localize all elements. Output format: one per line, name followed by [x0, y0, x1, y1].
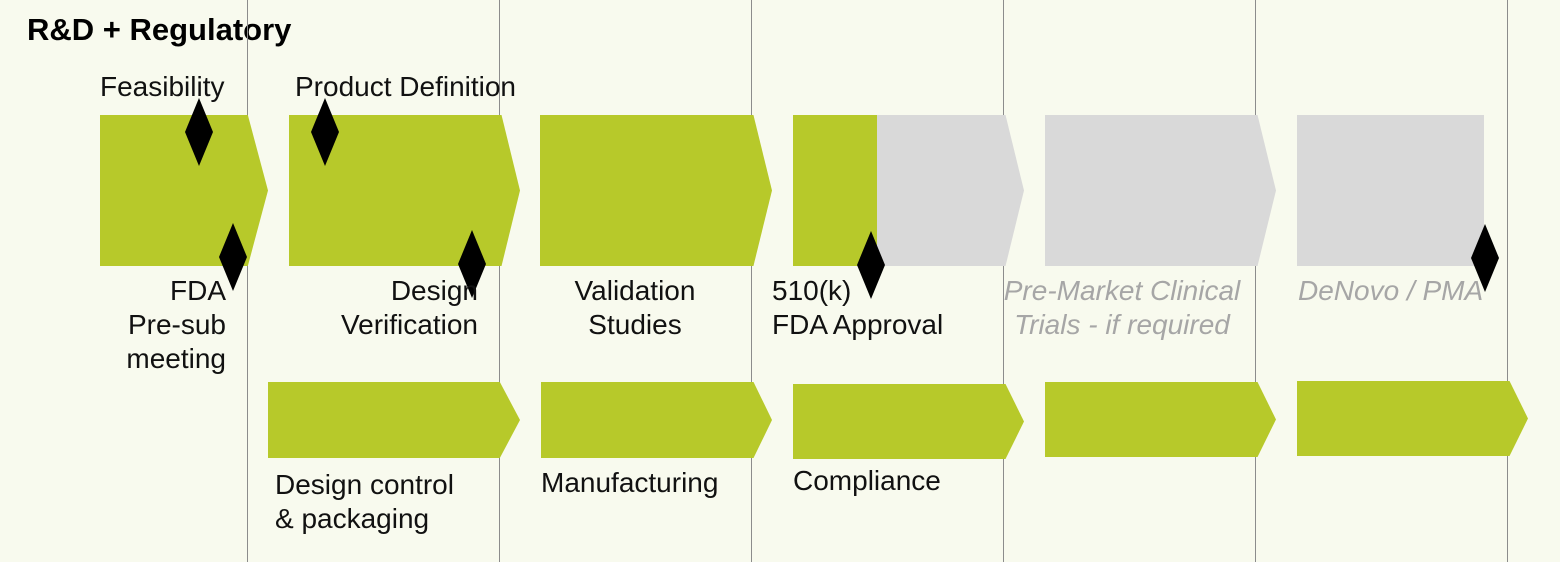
- label-product-definition: Product Definition: [295, 71, 517, 102]
- label-manufacturing: Manufacturing: [541, 467, 719, 498]
- label-premarket-trials: Pre-Market Clinical Trials - if required: [1003, 275, 1241, 340]
- label-design-control: Design control & packaging: [275, 469, 454, 534]
- track-arrow-design-control: [268, 382, 520, 458]
- phase-arrow-premarket-trials: [1045, 115, 1276, 266]
- label-fda-approval: 510(k) FDA Approval: [772, 275, 944, 340]
- label-validation-studies: Validation Studies: [574, 275, 696, 340]
- track-arrow-compliance: [793, 384, 1024, 459]
- track-arrow-trials: [1045, 382, 1276, 457]
- label-denovo-pma: DeNovo / PMA: [1298, 275, 1484, 306]
- diagram-title: R&D + Regulatory: [27, 12, 292, 47]
- label-feasibility: Feasibility: [100, 71, 225, 102]
- label-design-verification: Design Verification: [341, 275, 478, 340]
- label-compliance: Compliance: [793, 465, 941, 496]
- column-divider: [751, 0, 752, 562]
- column-divider: [1255, 0, 1256, 562]
- column-divider: [1003, 0, 1004, 562]
- track-arrow-denovo: [1297, 381, 1528, 456]
- label-fda-presub: FDA Pre-sub meeting: [126, 275, 226, 374]
- phase-arrow-validation: [540, 115, 772, 266]
- track-arrow-manufacturing: [541, 382, 772, 458]
- phase-box-denovo-pma: [1297, 115, 1484, 266]
- phase-progress-fda-approval: [793, 115, 877, 266]
- phase-arrow-feasibility: [100, 115, 268, 266]
- column-divider: [499, 0, 500, 562]
- column-divider: [247, 0, 248, 562]
- column-divider: [1507, 0, 1508, 562]
